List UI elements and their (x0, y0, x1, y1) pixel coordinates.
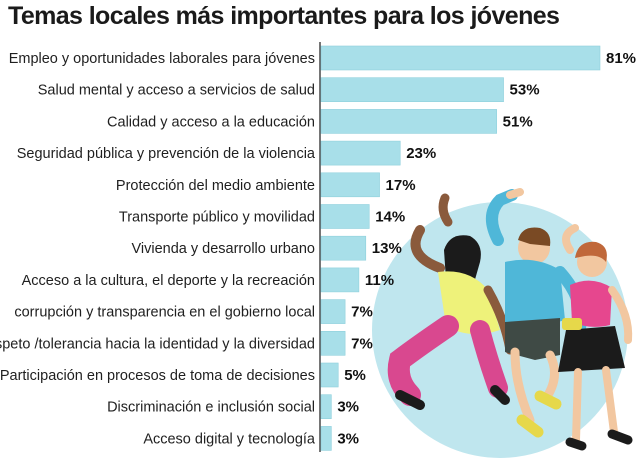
bar (320, 204, 370, 229)
value-label: 7% (351, 335, 373, 352)
bars-layer (320, 45, 601, 451)
category-label: Discriminación e inclusión social (107, 400, 315, 416)
bar (320, 267, 360, 293)
bar (320, 172, 380, 198)
girl-right-figure (558, 224, 633, 451)
bar (320, 362, 339, 388)
value-label: 13% (372, 240, 402, 257)
category-labels-layer: Empleo y oportunidades laborales para jó… (0, 51, 316, 447)
bar (320, 45, 601, 71)
value-label: 3% (337, 430, 359, 447)
category-label: corrupción y transparencia en el gobiern… (14, 305, 315, 321)
chart-title: Temas locales más importantes para los j… (8, 2, 560, 30)
dancing-youth-illustration (372, 188, 633, 458)
bar (320, 77, 504, 102)
value-label: 3% (337, 399, 359, 416)
category-label: Acceso digital y tecnología (143, 431, 316, 447)
category-label: Transporte público y movilidad (119, 210, 315, 226)
value-label: 7% (351, 304, 373, 321)
bar (320, 426, 332, 451)
category-label: Salud mental y acceso a servicios de sal… (38, 83, 315, 99)
bar (320, 109, 497, 134)
category-label: Calidad y acceso a la educación (107, 114, 315, 130)
category-label: Empleo y oportunidades laborales para jó… (9, 51, 315, 67)
value-label: 23% (406, 145, 436, 162)
bar (320, 330, 346, 356)
category-label: Seguridad pública y prevención de la vio… (17, 146, 316, 162)
bar (320, 140, 401, 166)
category-label: Protección del medio ambiente (116, 178, 315, 194)
category-label: Acceso a la cultura, el deporte y la rec… (22, 273, 315, 289)
value-labels-layer: 81% 53% 51% 23% 17% 14% 13% 11% 7% 7% 5% 3% 3% (337, 50, 636, 447)
bar (320, 235, 367, 261)
value-label: 14% (375, 209, 405, 226)
bar (320, 394, 332, 420)
value-label: 51% (503, 113, 533, 130)
bar (320, 299, 346, 324)
value-label: 11% (365, 272, 394, 289)
category-label: Participación en procesos de toma de dec… (0, 368, 315, 384)
value-label: 17% (386, 177, 416, 194)
value-label: 5% (344, 367, 366, 384)
value-label: 81% (606, 50, 636, 67)
category-label: Vivienda y desarrollo urbano (131, 241, 315, 257)
category-label: Respeto /tolerancia hacia la identidad y… (0, 336, 315, 352)
value-label: 53% (510, 82, 540, 99)
